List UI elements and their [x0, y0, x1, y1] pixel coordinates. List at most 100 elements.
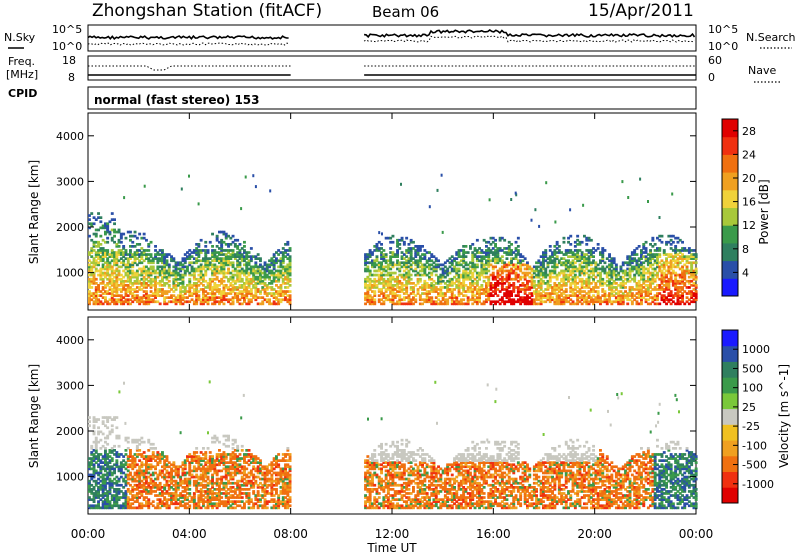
power-cell — [366, 298, 370, 302]
power-cell — [371, 302, 374, 306]
power-cell — [450, 302, 454, 306]
power-cell — [537, 271, 541, 275]
power-cell — [530, 300, 534, 304]
power-cell — [149, 300, 153, 304]
power-cell — [544, 269, 548, 273]
power-cell — [149, 294, 153, 297]
power-cell — [690, 290, 694, 293]
power-cell — [578, 259, 582, 263]
power-cell — [683, 275, 687, 279]
power-cell — [416, 247, 420, 250]
power-cell — [491, 251, 495, 254]
power-cell — [231, 279, 235, 283]
power-cell — [131, 273, 135, 277]
power-cell — [487, 284, 491, 287]
power-cell — [243, 259, 246, 263]
power-cell — [405, 279, 409, 283]
power-cell — [181, 263, 185, 267]
velocity-cell — [110, 430, 114, 434]
power-cell — [183, 269, 187, 273]
velocity-cell — [126, 469, 130, 473]
power-cell — [498, 273, 502, 277]
noise-search-trace-b — [363, 35, 695, 43]
power-cell — [548, 249, 552, 252]
power-cell — [674, 236, 678, 240]
power-cell — [608, 279, 611, 283]
power-cell — [560, 277, 564, 281]
power-cell — [459, 298, 463, 302]
velocity-cell — [163, 455, 167, 458]
power-cell — [519, 261, 523, 265]
power-cell — [610, 257, 614, 260]
power-cell — [594, 286, 598, 289]
power-cell — [92, 294, 96, 297]
power-cell — [393, 288, 397, 291]
power-cell — [539, 263, 543, 267]
power-cell — [428, 257, 431, 260]
power-cell — [539, 282, 543, 285]
power-cell — [215, 271, 219, 275]
power-cell — [240, 207, 243, 211]
power-cell — [523, 300, 527, 304]
power-cell — [464, 245, 468, 248]
power-cell — [122, 288, 126, 291]
power-cell — [386, 284, 390, 287]
velocity-cell — [108, 465, 112, 469]
velocity-cell — [106, 471, 110, 475]
power-cell — [651, 296, 655, 299]
power-cell — [653, 273, 657, 277]
power-cell — [649, 284, 652, 287]
power-cell — [434, 300, 438, 304]
power-cell — [496, 284, 500, 287]
power-cell — [507, 261, 511, 265]
power-cell — [190, 273, 194, 277]
power-cell — [236, 279, 240, 283]
velocity-cell — [104, 486, 107, 489]
velocity-cell — [104, 473, 107, 477]
power-cell — [165, 255, 169, 258]
velocity-cell — [110, 424, 114, 428]
y-tick-label: 4000 — [56, 130, 84, 143]
power-cell — [535, 261, 538, 265]
power-cell — [400, 255, 404, 258]
power-cell — [117, 230, 121, 234]
power-cell — [263, 282, 267, 285]
power-cell — [548, 273, 552, 277]
power-cell — [628, 255, 632, 258]
power-cell — [500, 267, 504, 271]
velocity-cell — [115, 481, 119, 485]
power-cell — [245, 296, 249, 299]
power-cell — [206, 249, 210, 252]
power-cell — [140, 296, 144, 299]
power-cell — [482, 257, 486, 260]
power-cell — [498, 238, 502, 242]
velocity-cell — [110, 459, 114, 462]
power-cell — [124, 249, 128, 252]
power-cell — [256, 265, 260, 269]
power-cell — [124, 263, 128, 267]
power-cell — [635, 300, 639, 304]
power-cell — [457, 255, 461, 258]
power-cell — [149, 273, 153, 277]
power-cell — [551, 286, 554, 289]
power-cell — [275, 269, 278, 273]
power-cell — [583, 290, 586, 293]
power-cell — [94, 269, 98, 273]
power-cell — [491, 259, 495, 263]
velocity-cell — [119, 469, 123, 473]
power-cell — [546, 263, 550, 267]
velocity-cell — [129, 490, 132, 493]
power-cell — [133, 275, 137, 279]
power-cell — [179, 282, 183, 285]
power-cell — [505, 292, 509, 295]
power-cell — [190, 284, 194, 287]
power-cell — [450, 261, 454, 265]
power-cell — [653, 261, 657, 265]
power-cell — [489, 282, 493, 285]
power-cell — [213, 294, 217, 297]
velocity-cell — [138, 481, 142, 485]
power-cell — [603, 271, 607, 275]
velocity-cell — [151, 447, 155, 450]
power-cell — [252, 267, 256, 271]
power-cell — [555, 300, 559, 304]
